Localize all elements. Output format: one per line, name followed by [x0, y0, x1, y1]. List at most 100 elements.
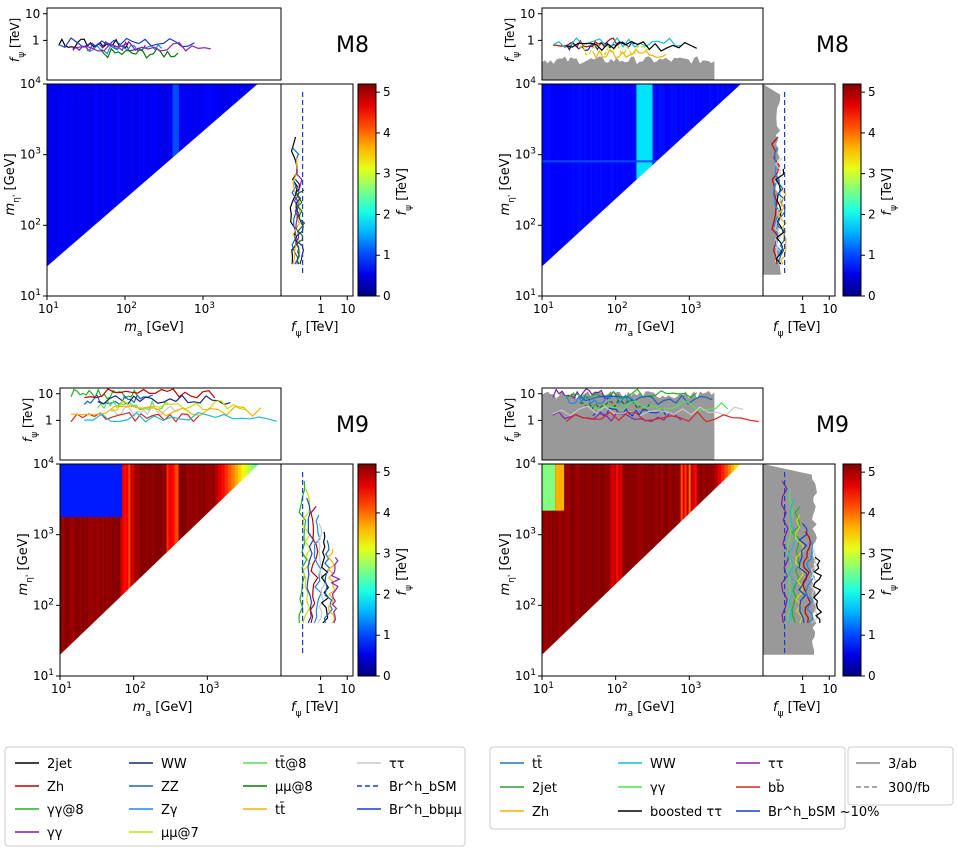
y-tick-label: 101 [33, 668, 54, 683]
heatmap-column [552, 84, 555, 296]
side-curve-line [812, 556, 823, 623]
heatmap-column [94, 464, 97, 676]
top-curve-line [552, 37, 620, 48]
heatmap-column [604, 84, 607, 296]
side-curve-line [780, 480, 790, 624]
side-curve-line [802, 531, 812, 624]
heatmap-column [594, 84, 597, 296]
top-curves [58, 37, 211, 59]
heatmap-column [106, 84, 110, 296]
legend-entry: μμ@8 [275, 780, 313, 795]
side-curve-line [306, 497, 315, 624]
heatmap-column [544, 84, 547, 296]
side-curve-line [805, 540, 815, 624]
side-curves [763, 84, 787, 275]
heatmap-column [628, 464, 631, 676]
heatmap-gradient-cell [214, 464, 219, 517]
heatmap-column [76, 84, 80, 296]
colorbar [842, 463, 862, 677]
heatmap-column [602, 464, 605, 676]
heatmap-column [588, 84, 591, 296]
x-tick-label: 102 [125, 681, 146, 696]
heatmap-column [82, 464, 85, 676]
side-x-tick-label: 1 [799, 302, 807, 316]
heatmap-column [576, 464, 579, 676]
heatmap-column [124, 464, 127, 676]
heatmap-column [55, 84, 59, 296]
top-frame [541, 387, 764, 461]
legend-frame [847, 746, 954, 806]
heatmap-column [590, 464, 593, 676]
side-frame [762, 463, 836, 677]
heatmap-column [608, 84, 611, 296]
x-tick-label: 102 [607, 681, 628, 696]
side-x-tick-label: 10 [822, 682, 837, 696]
side-curve-line [298, 480, 308, 624]
heatmap-column [144, 464, 147, 676]
colorbar-tick-label: 4 [383, 126, 391, 140]
heatmap [60, 464, 281, 676]
heatmap-column [102, 84, 106, 296]
top-y-tick-label: 1 [527, 413, 535, 427]
y-tick-label: 102 [20, 217, 41, 232]
heatmap-column [49, 84, 52, 296]
side-curves [763, 464, 823, 655]
heatmap-column [66, 464, 69, 676]
legend-entry: γγ [650, 781, 666, 796]
colorbar-label: fψ [TeV] [395, 168, 414, 215]
colorbar [842, 83, 862, 297]
heatmap-column [580, 84, 583, 296]
legend-entry: 2jet [47, 757, 72, 772]
top-curve-line [70, 405, 262, 417]
heatmap-column [72, 84, 76, 296]
heatmap-gradient-cell [231, 464, 235, 507]
top-curves [70, 388, 277, 423]
heatmap-column [584, 464, 587, 676]
side-curve-line [330, 556, 341, 624]
legend-entry: bb̄ [768, 781, 785, 796]
top-curve-line [579, 394, 713, 406]
excluded-triangle [542, 464, 763, 676]
heatmap-column [592, 464, 595, 676]
heatmap-column [68, 84, 71, 296]
top-curves [542, 388, 759, 460]
heatmap-column [123, 84, 127, 296]
legend-entry: tt̄ [532, 757, 542, 772]
heatmap-mid-region [555, 464, 565, 511]
side-x-axis-label: fψ [TeV] [773, 320, 820, 339]
heatmap-column [614, 464, 617, 676]
heatmap-column [544, 464, 547, 676]
colorbar-tick-label: 4 [868, 506, 876, 520]
heatmap-gradient-cell [224, 464, 229, 511]
top-curve-line [86, 43, 163, 55]
top-curve-line [84, 388, 216, 399]
legend-entry: γγ@8 [47, 803, 84, 818]
side-frame [280, 463, 354, 677]
top-y-tick-label: 10 [25, 7, 40, 21]
heatmap-column [104, 464, 107, 676]
colorbar-tick-label: 3 [868, 167, 876, 181]
heatmap-column [574, 84, 577, 296]
legend-entry: Zγ [161, 803, 178, 818]
top-curves [542, 36, 715, 80]
heatmap-column [112, 464, 115, 676]
heatmap-column [600, 464, 603, 676]
heatmap-column [542, 84, 545, 296]
heatmap-column [110, 464, 113, 676]
side-curve-line [785, 489, 794, 624]
legend-entry: μμ@7 [161, 826, 199, 841]
heatmap-column [596, 464, 599, 676]
heatmap-column [556, 464, 559, 676]
heatmap-column [626, 464, 629, 676]
colorbar-tick-label: 2 [868, 207, 876, 221]
heatmap-column [59, 84, 63, 296]
heatmap-column [624, 464, 627, 676]
top-curve-line [97, 394, 231, 406]
top-y-tick-label: 1 [527, 33, 535, 47]
colorbar-tick-label: 1 [868, 628, 876, 642]
heatmap-column [622, 464, 625, 676]
heatmap-column [600, 84, 603, 296]
heatmap-column [570, 84, 573, 296]
